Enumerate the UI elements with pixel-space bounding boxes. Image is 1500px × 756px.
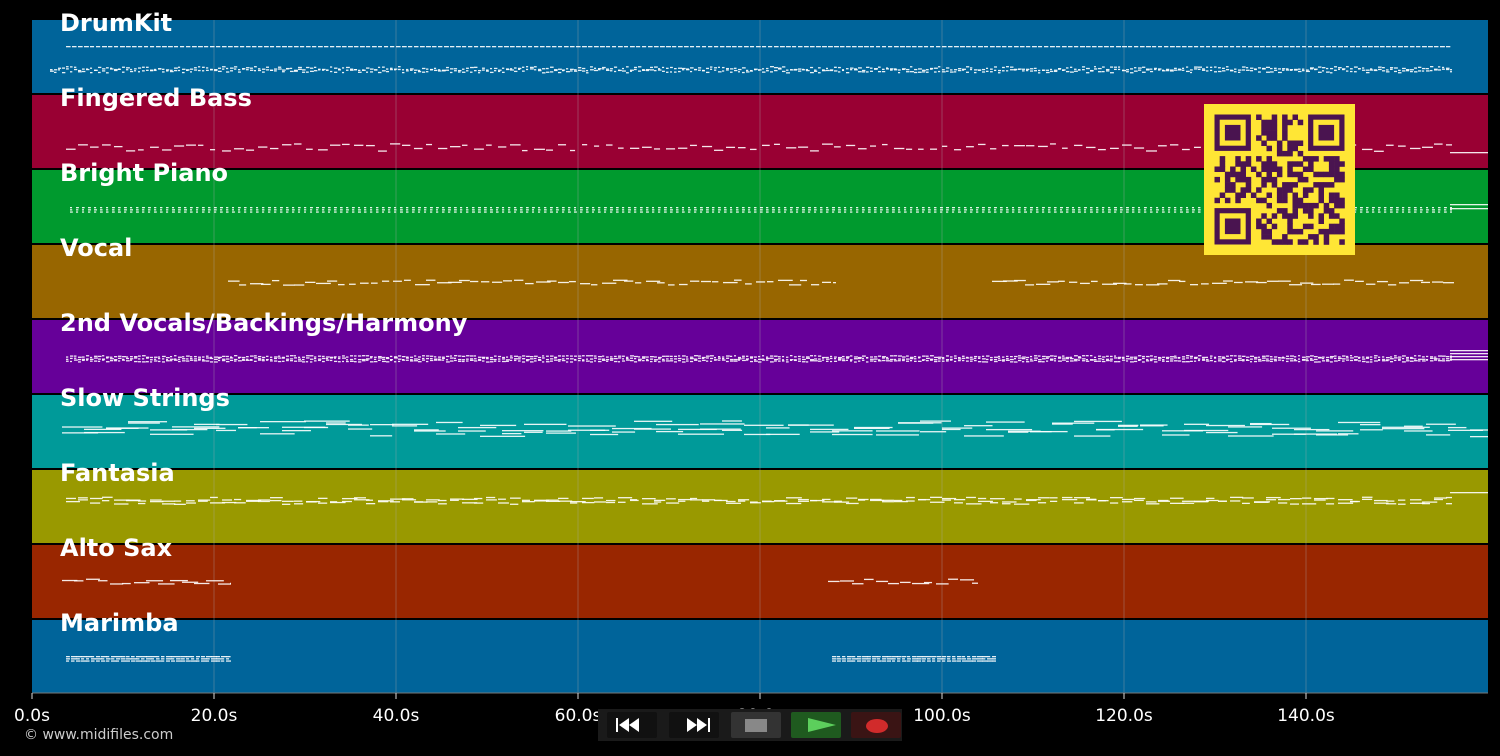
copyright-notice: © www.midifiles.com xyxy=(24,727,174,743)
track-band xyxy=(32,470,1488,543)
record-button[interactable] xyxy=(851,712,901,738)
track-label: DrumKit xyxy=(60,9,173,37)
track-band xyxy=(32,20,1488,93)
track-label: Alto Sax xyxy=(60,534,173,562)
track-band xyxy=(32,620,1488,693)
play-button[interactable] xyxy=(791,712,841,738)
transport-controls xyxy=(598,709,902,741)
time-tick-label: 120.0s xyxy=(1095,706,1153,726)
stop-button[interactable] xyxy=(731,712,781,738)
stop-icon xyxy=(745,719,767,732)
time-tick-label: 20.0s xyxy=(190,706,238,726)
track-label: 2nd Vocals/Backings/Harmony xyxy=(60,309,468,337)
time-tick-label: 60.0s xyxy=(554,706,602,726)
track-label: Marimba xyxy=(60,609,179,637)
rewind-button[interactable] xyxy=(607,712,657,738)
track-label: Fantasia xyxy=(60,459,175,487)
track-band xyxy=(32,395,1488,468)
time-tick-label: 140.0s xyxy=(1277,706,1335,726)
track-label: Vocal xyxy=(60,234,133,262)
track-label: Slow Strings xyxy=(60,384,230,412)
record-icon xyxy=(866,719,888,733)
track-label: Fingered Bass xyxy=(60,84,252,112)
time-tick-label: 100.0s xyxy=(913,706,971,726)
fast-forward-icon xyxy=(687,718,710,732)
time-tick-label: 0.0s xyxy=(14,706,50,726)
qr-code-icon xyxy=(1204,104,1355,255)
time-tick-label: 40.0s xyxy=(372,706,420,726)
fast-forward-button[interactable] xyxy=(669,712,719,738)
note-layer xyxy=(50,46,1488,662)
track-band xyxy=(32,545,1488,618)
rewind-icon xyxy=(616,718,639,732)
play-icon xyxy=(808,718,836,732)
track-label: Bright Piano xyxy=(60,159,229,187)
